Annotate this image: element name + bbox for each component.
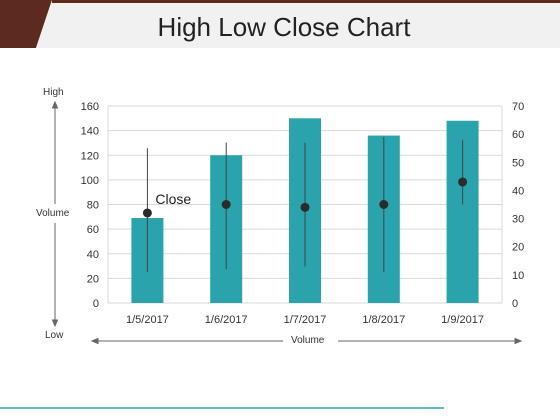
x-tick-label: 1/6/2017 <box>205 314 248 326</box>
x-tick-label: 1/8/2017 <box>362 314 405 326</box>
y-left-tick-label: 80 <box>87 200 99 212</box>
y-left-tick-label: 120 <box>81 150 99 162</box>
close-marker <box>300 202 310 212</box>
y-right-tick-label: 0 <box>512 298 518 310</box>
y-left-tick-label: 140 <box>81 126 99 138</box>
close-annotation: Close <box>155 191 191 207</box>
y-left-tick-label: 160 <box>81 101 99 113</box>
y-right-tick-label: 20 <box>512 242 524 254</box>
y-right-tick-label: 10 <box>512 270 524 282</box>
high-low-arrow <box>51 100 59 328</box>
y-right-tick-label: 40 <box>512 185 524 197</box>
volume-vertical-label: Volume <box>36 208 70 219</box>
close-marker <box>221 200 231 209</box>
header-light-banner <box>36 0 560 48</box>
page-title: High Low Close Chart <box>157 12 411 42</box>
volume-horizontal-label: Volume <box>291 335 325 346</box>
close-marker <box>458 177 468 187</box>
x-tick-label: 1/9/2017 <box>441 314 484 326</box>
high-low-close-chart: 0 20 40 60 80 100 120 140 160 0 10 20 30 40 50 60 70 1/5/… <box>81 101 525 326</box>
x-tick-label: 1/5/2017 <box>126 314 169 326</box>
y-left-tick-label: 40 <box>87 249 99 261</box>
y-right-tick-label: 60 <box>512 129 524 141</box>
low-label: Low <box>45 330 64 341</box>
close-marker <box>379 200 389 209</box>
header-dark-banner <box>0 0 52 48</box>
y-right-tick-label: 50 <box>512 157 524 169</box>
close-marker <box>142 208 152 218</box>
y-left-tick-label: 100 <box>81 175 99 187</box>
y-left-tick-label: 20 <box>87 273 99 285</box>
volume-arrow <box>90 337 523 345</box>
y-left-tick-label: 60 <box>87 224 99 236</box>
x-tick-label: 1/7/2017 <box>284 314 327 326</box>
high-label: High <box>43 87 64 98</box>
y-left-tick-label: 0 <box>93 298 99 310</box>
y-right-tick-label: 70 <box>512 101 524 113</box>
y-right-tick-label: 30 <box>512 214 524 226</box>
